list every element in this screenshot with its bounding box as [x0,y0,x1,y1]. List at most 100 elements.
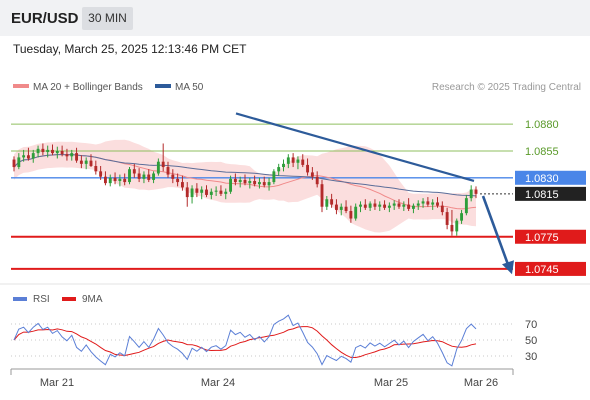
candle-body [416,203,420,206]
candle-body [65,154,69,157]
candle [205,185,208,198]
candle-body [436,202,439,206]
candle [383,200,387,210]
candle [421,198,425,208]
candle [440,201,444,216]
rsi-panel: 70 50 30 [11,314,537,367]
candle-body [253,180,257,185]
candle-body [440,205,444,213]
candle [142,171,146,184]
candle-body [330,199,334,205]
candle-body [36,148,40,154]
candle [464,194,468,216]
candle-body [60,150,64,155]
trend-annotations [235,112,514,275]
candle-body [301,159,305,165]
candle [17,153,21,170]
candle-body [407,204,411,209]
candle-body [166,167,170,175]
candle [387,202,391,213]
candle-body [12,159,16,168]
candle-body [243,179,247,184]
candle [407,198,411,212]
candle [195,183,199,198]
level-label-support: 1.0775 [525,232,559,244]
candle [79,155,83,169]
candle-body [142,174,146,179]
candle-body [209,191,213,195]
candle [431,199,435,210]
candle [229,175,233,194]
candle [253,175,257,187]
candle-body [118,178,122,181]
candle [402,201,406,212]
candle [214,186,218,197]
candle-body [262,182,266,186]
candle [243,174,247,186]
candle-body [195,188,199,193]
candle-body [70,153,74,157]
candle-body [282,163,285,168]
candle [70,149,74,161]
candle-body [46,149,50,153]
candle [349,205,353,223]
candle-body [22,155,26,158]
candle [171,169,175,184]
candle [368,201,372,212]
candle-body [291,157,295,163]
candle-body [387,205,391,208]
candle [296,156,300,170]
rsi-ma-line [13,326,477,359]
candle-body [286,157,290,164]
candle-body [344,206,348,212]
candle-body [161,161,165,168]
candle-body [450,224,454,232]
candle-body [94,165,98,172]
candle-body [233,178,237,183]
candle [397,199,401,209]
candle [411,203,415,214]
candle [137,168,141,183]
candle-body [180,182,184,188]
candle [128,167,131,185]
candle-body [132,169,136,174]
downtrend-line [235,112,475,183]
candle [282,159,285,172]
header-bar: EUR/USD 30 MIN [0,0,590,36]
candle [455,218,459,236]
rsi-ma-legend-label: 9MA [82,294,103,305]
candle-body [79,160,83,164]
candle [426,197,430,207]
candle [267,177,271,191]
candle-body [185,187,189,198]
candle [325,196,329,210]
candle-body [306,164,310,173]
candle [200,186,204,200]
candle [180,175,184,191]
bollinger-band-fill [14,139,476,233]
candle [152,171,156,184]
candle [103,171,107,186]
level-tag-pivot [515,170,586,185]
candle [99,165,103,180]
rsi-swatch [13,297,27,301]
candle-body [378,204,382,207]
candle [238,176,242,188]
current-price-label: 1.0815 [525,189,559,201]
level-tag-support [515,261,586,276]
rsi-tick-label: 50 [525,335,537,347]
rsi-tick-label: 30 [525,351,537,363]
x-axis-label: Mar 24 [201,377,235,389]
price-level-labels: 1.0880 1.0855 1.0830 1.0815 1.0775 1.0745 [515,119,586,276]
timeframe-badge[interactable]: 30 MIN [82,7,133,30]
candle-body [277,167,281,172]
legend-swatch-ma20 [13,84,29,88]
main-legend: MA 20 + Bollinger Bands MA 50 Research ©… [13,82,581,93]
forecast-arrow-head [502,260,514,275]
candle [469,185,473,202]
candle-body [176,178,180,183]
candle [55,146,59,159]
candle [65,148,69,161]
candle [84,157,88,170]
x-axis-label: Mar 25 [374,377,408,389]
